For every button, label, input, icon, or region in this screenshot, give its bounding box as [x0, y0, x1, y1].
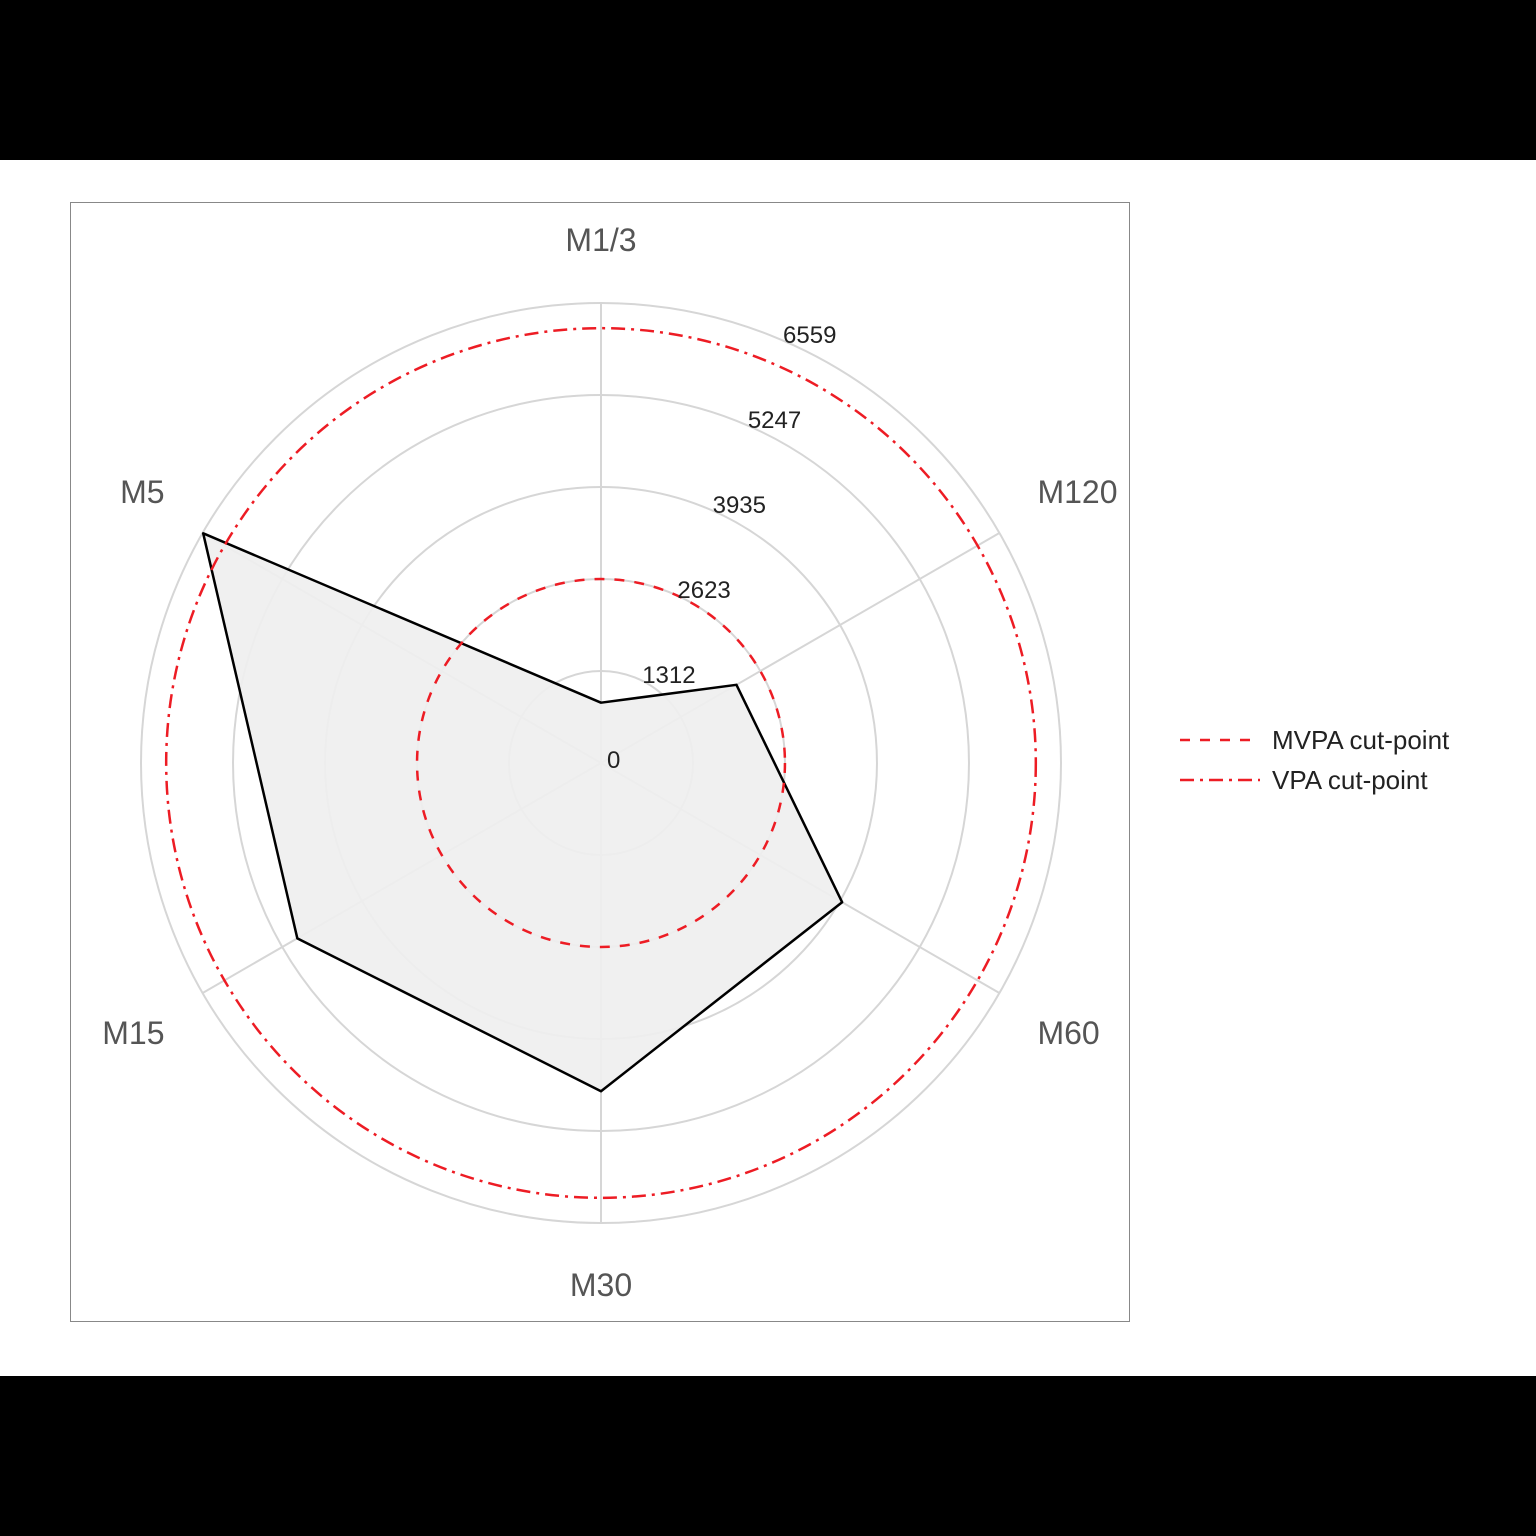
legend-label: VPA cut-point [1272, 765, 1428, 796]
axis-label-M60: M60 [1037, 1015, 1099, 1052]
ring-label: 2623 [677, 577, 730, 605]
ring-label: 5247 [748, 407, 801, 435]
ring-label: 1312 [642, 662, 695, 690]
axis-label-M15: M15 [102, 1015, 164, 1052]
radar-chart [71, 203, 1131, 1323]
legend-label: MVPA cut-point [1272, 725, 1449, 756]
ring-label: 6559 [783, 322, 836, 350]
legend-item-vpa: VPA cut-point [1180, 760, 1520, 800]
axis-label-M120: M120 [1037, 474, 1117, 511]
legend-swatch-mvpa [1180, 720, 1260, 760]
axis-label-M5: M5 [120, 474, 164, 511]
page-band: M1/3 M120 M60 M30 M15 M5 0 1312 2623 3935 5247 655… [0, 160, 1536, 1376]
legend: MVPA cut-point VPA cut-point [1180, 720, 1520, 800]
axis-label-M30: M30 [570, 1267, 632, 1304]
legend-item-mvpa: MVPA cut-point [1180, 720, 1520, 760]
ring-label: 3935 [713, 492, 766, 520]
plot-frame: M1/3 M120 M60 M30 M15 M5 0 1312 2623 3935 5247 655… [70, 202, 1130, 1322]
legend-swatch-vpa [1180, 760, 1260, 800]
ring-label: 0 [607, 747, 620, 775]
axis-label-M1_3: M1/3 [565, 222, 636, 259]
